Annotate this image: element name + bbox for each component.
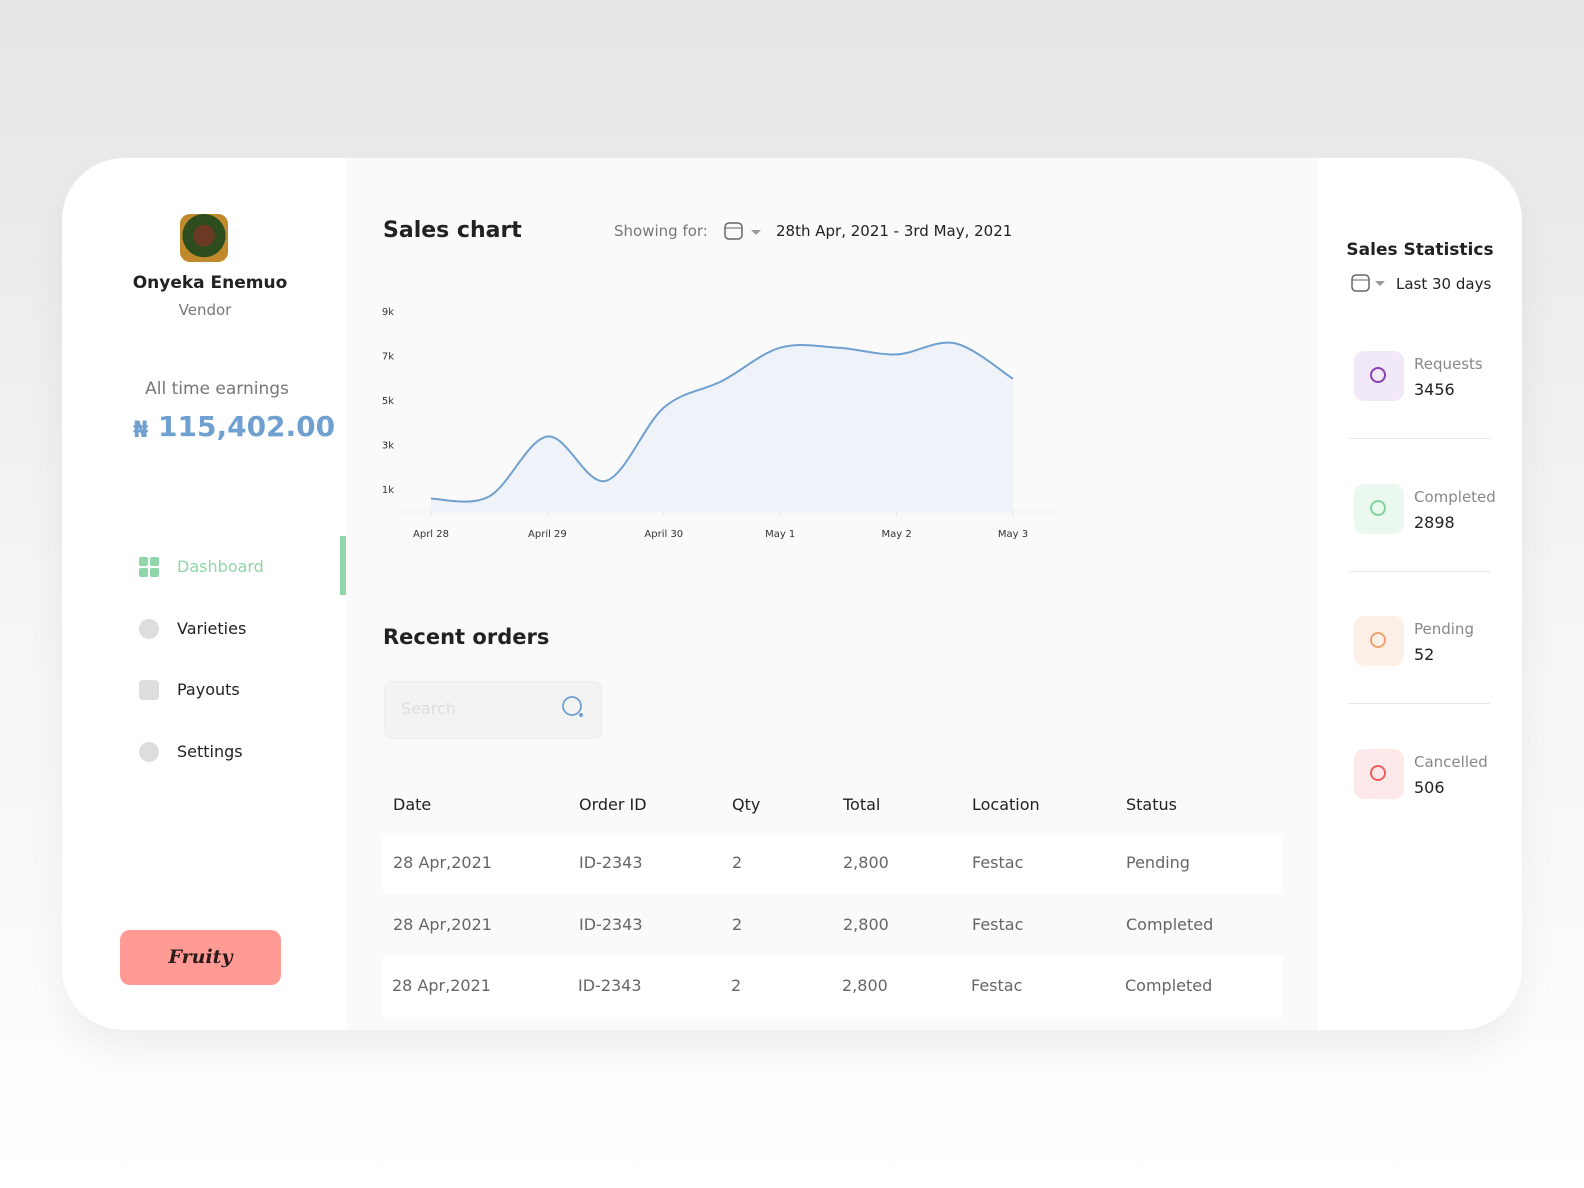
search-box[interactable]	[384, 681, 602, 739]
divider	[1349, 438, 1490, 439]
nav-icon	[139, 568, 148, 577]
table-cell: ID-2343	[579, 853, 643, 872]
table-cell: ID-2343	[578, 976, 642, 995]
profile-role: Vendor	[178, 301, 232, 319]
column-header: Order ID	[579, 795, 647, 814]
y-tick-label: 5k	[382, 396, 394, 407]
table-cell: Festac	[971, 976, 1023, 995]
table-cell: 28 Apr,2021	[392, 976, 491, 995]
stats-title: Sales Statistics	[1346, 240, 1494, 260]
brand-button[interactable]	[120, 930, 281, 985]
column-header: Total	[843, 795, 881, 814]
date-range: 28th Apr, 2021 - 3rd May, 2021	[776, 222, 1013, 240]
x-tick-label: April 30	[644, 529, 683, 540]
dashboard-card	[62, 158, 1522, 1030]
nav-icon	[139, 680, 159, 700]
table-cell: Festac	[972, 853, 1024, 872]
line	[430, 341, 1014, 503]
column-header: Status	[1126, 795, 1177, 814]
chart-title: Sales chart	[383, 218, 522, 243]
row-background	[383, 833, 1283, 894]
nav-icon	[139, 557, 148, 566]
divider	[1349, 703, 1490, 704]
search-icon[interactable]	[560, 694, 586, 720]
x-tick-label: May 2	[881, 529, 911, 540]
stat-label: Cancelled	[1414, 752, 1488, 771]
stat-icon-glyph	[1370, 367, 1386, 383]
x-tick-label: May 1	[765, 529, 795, 540]
divider	[1349, 570, 1490, 572]
stat-value: 52	[1414, 645, 1435, 664]
calendar-dropdown[interactable]	[1351, 273, 1391, 295]
table-cell: 28 Apr,2021	[393, 914, 492, 934]
earnings-currency: ₦	[133, 418, 149, 443]
search-placeholder: Search	[401, 699, 456, 718]
stat-value: 2898	[1414, 512, 1455, 532]
profile-name: Onyeka Enemuo	[132, 273, 288, 293]
stat-label: Requests	[1414, 355, 1483, 373]
stat-label: Completed	[1414, 487, 1496, 506]
stat-icon-glyph	[1370, 632, 1386, 648]
table-cell: Festac	[972, 914, 1024, 934]
y-tick-label: 9k	[382, 307, 394, 318]
earnings-label: All time earnings	[145, 379, 289, 399]
stat-label: Pending	[1414, 620, 1474, 638]
nav-item[interactable]: Settings	[177, 741, 243, 761]
table-cell: Pending	[1126, 853, 1190, 872]
x-tick-label: Aprl 28	[413, 529, 449, 540]
stat-value: 3456	[1414, 380, 1455, 399]
nav-icon	[150, 557, 159, 566]
active-indicator	[340, 536, 346, 595]
y-tick-label: 7k	[382, 352, 394, 363]
table-cell: ID-2343	[579, 914, 643, 934]
table-cell: 2,800	[842, 976, 888, 995]
table-cell: 2	[732, 853, 743, 872]
table-cell: Completed	[1126, 914, 1214, 934]
table-cell: 28 Apr,2021	[393, 853, 492, 872]
column-header: Date	[393, 795, 432, 814]
table-cell: 2	[731, 976, 742, 995]
stat-value: 506	[1414, 777, 1445, 797]
x-tick-label: April 29	[528, 529, 567, 540]
nav-icon	[150, 568, 159, 577]
column-header: Qty	[732, 795, 761, 814]
x-tick-label: May 3	[998, 529, 1028, 540]
nav-icon	[139, 741, 159, 762]
table-cell: Completed	[1125, 976, 1213, 995]
row-background	[383, 956, 1283, 1017]
stats-period: Last 30 days	[1396, 275, 1492, 293]
y-tick-label: 3k	[382, 440, 394, 451]
orders-title: Recent orders	[383, 625, 550, 649]
stat-icon-glyph	[1370, 499, 1386, 516]
table-cell: 2,800	[843, 853, 889, 872]
brand-label: Fruity	[168, 946, 233, 968]
nav-icon	[139, 618, 159, 639]
stat-icon-glyph	[1370, 764, 1386, 781]
earnings-amount: 115,402.00	[158, 410, 336, 443]
y-tick-label: 1k	[382, 485, 394, 496]
column-header: Location	[972, 795, 1040, 814]
nav-item[interactable]: Varieties	[177, 618, 247, 638]
avatar	[180, 214, 228, 262]
nav-item[interactable]: Dashboard	[177, 557, 264, 576]
sales-chart: 1k 3k 5k 7k 9k Aprl 28 April 29 April 30 May 1 Ma…	[382, 307, 1060, 540]
showing-for: Showing for:	[614, 222, 708, 240]
nav-item[interactable]: Payouts	[177, 680, 240, 699]
area	[431, 342, 1013, 512]
table-cell: 2	[732, 914, 743, 934]
table-cell: 2,800	[843, 914, 889, 934]
calendar-dropdown[interactable]	[724, 221, 764, 243]
